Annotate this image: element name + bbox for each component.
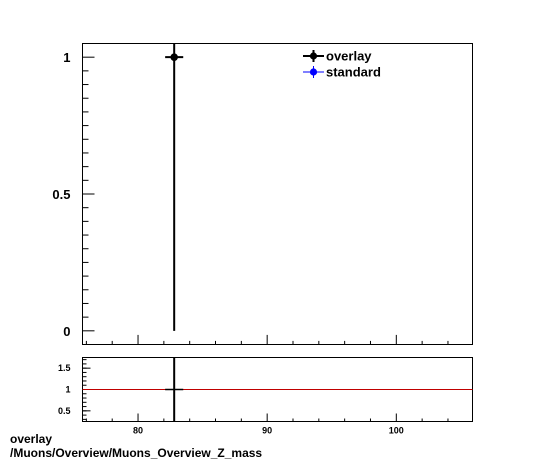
main-plot-frame bbox=[82, 43, 473, 345]
main-panel: 00.51 overlay standard bbox=[52, 43, 473, 345]
legend-entry-standard: standard bbox=[303, 65, 381, 80]
legend: overlay standard bbox=[303, 49, 381, 80]
legend-marker-standard bbox=[309, 68, 318, 76]
main-y-tick-label: 0.5 bbox=[52, 187, 70, 202]
main-y-tick-label: 0 bbox=[63, 324, 70, 339]
main-x-ticks bbox=[85, 334, 449, 345]
legend-label-overlay: overlay bbox=[326, 49, 372, 64]
ratio-x-tick-label: 100 bbox=[389, 426, 404, 436]
ratio-data-marks bbox=[165, 357, 184, 422]
ratio-x-axis: 80 90 100 bbox=[85, 413, 449, 436]
ratio-x-tick-label: 80 bbox=[133, 426, 143, 436]
caption-sample: overlay bbox=[10, 432, 53, 446]
ratio-y-tick-label: 1.5 bbox=[58, 363, 71, 373]
ratio-panel: 0.5 1 1.5 80 90 100 bbox=[58, 357, 473, 436]
ratio-y-tick-label: 1 bbox=[65, 385, 70, 395]
legend-marker-overlay bbox=[309, 52, 318, 60]
caption-histogram-path: /Muons/Overview/Muons_Overview_Z_mass bbox=[10, 446, 263, 460]
data-point-marker bbox=[170, 53, 178, 61]
main-y-tick-label: 1 bbox=[63, 50, 70, 65]
main-y-axis: 00.51 bbox=[52, 50, 95, 339]
legend-entry-overlay: overlay bbox=[303, 49, 372, 64]
ratio-x-tick-label: 90 bbox=[262, 426, 272, 436]
main-data-marks bbox=[165, 43, 184, 331]
legend-label-standard: standard bbox=[326, 65, 381, 80]
ratio-y-tick-label: 0.5 bbox=[58, 406, 71, 416]
